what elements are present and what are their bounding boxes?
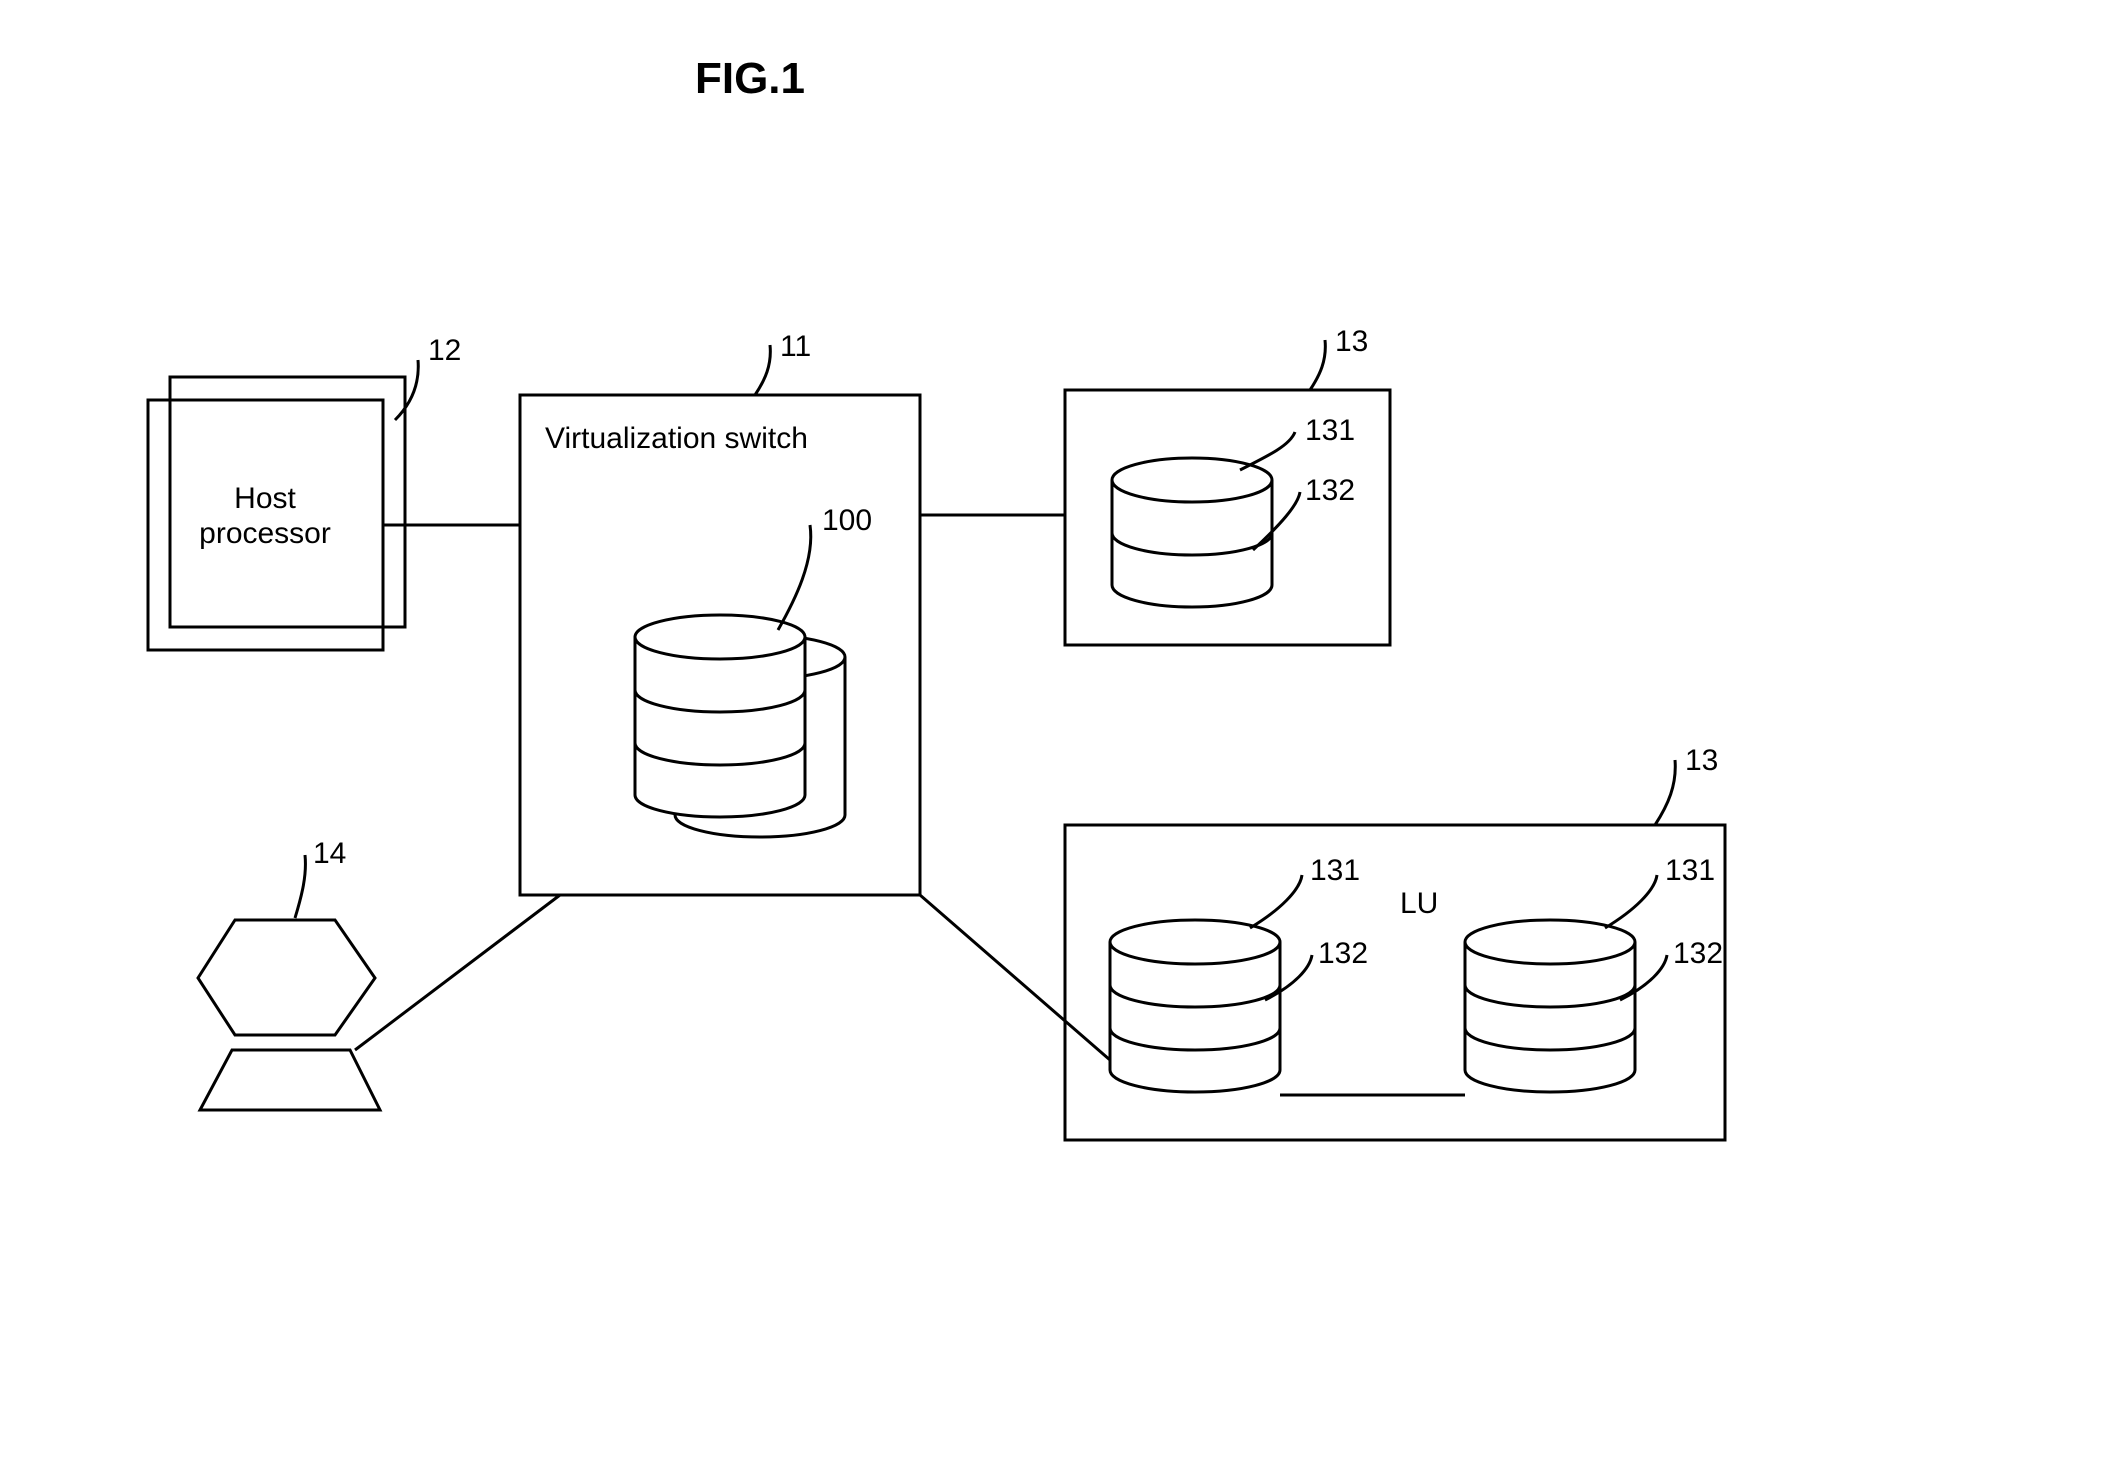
storage-bottom-right-132: 132 bbox=[1673, 937, 1723, 970]
storage-top-group: 13 131 132 bbox=[1065, 325, 1390, 645]
virtualization-switch-group: Virtualization switch 11 100 bbox=[520, 330, 920, 895]
vswitch-ref: 11 bbox=[780, 330, 811, 363]
host-label-1: Host bbox=[234, 482, 296, 515]
storage-bottom-group: 13 LU 131 132 131 132 bbox=[920, 744, 1725, 1140]
storage-bottom-ref: 13 bbox=[1685, 744, 1718, 777]
lu-label: LU bbox=[1400, 887, 1438, 920]
storage-bottom-left-132: 132 bbox=[1318, 937, 1368, 970]
vswitch-label: Virtualization switch bbox=[545, 422, 808, 455]
line-vswitch-storage-bottom bbox=[920, 895, 1110, 1060]
terminal-ref: 14 bbox=[313, 837, 346, 870]
host-ref: 12 bbox=[428, 334, 461, 367]
terminal-group: 14 bbox=[198, 837, 560, 1110]
vswitch-disk-ref: 100 bbox=[822, 504, 872, 537]
figure-title: FIG.1 bbox=[695, 54, 805, 103]
storage-top-132: 132 bbox=[1305, 474, 1355, 507]
storage-bottom-right-131: 131 bbox=[1665, 854, 1715, 887]
diagram-canvas: FIG.1 Host processor 12 Virtualization s… bbox=[0, 0, 2114, 1460]
line-terminal-vswitch bbox=[355, 895, 560, 1050]
host-processor-group: Host processor 12 bbox=[148, 334, 461, 650]
host-label-2: processor bbox=[199, 517, 331, 550]
storage-bottom-left-131: 131 bbox=[1310, 854, 1360, 887]
storage-top-131: 131 bbox=[1305, 414, 1355, 447]
storage-top-ref: 13 bbox=[1335, 325, 1368, 358]
